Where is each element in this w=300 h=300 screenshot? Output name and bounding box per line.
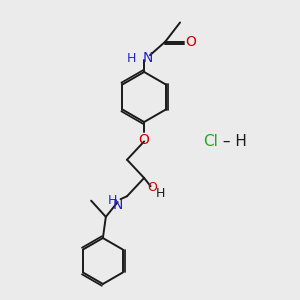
Text: O: O (139, 133, 149, 147)
Text: N: N (142, 51, 153, 65)
Text: – H: – H (218, 134, 247, 149)
Text: H: H (127, 52, 136, 64)
Text: O: O (148, 181, 158, 194)
Text: H: H (156, 188, 165, 200)
Text: Cl: Cl (203, 134, 218, 149)
Text: N: N (113, 198, 124, 212)
Text: O: O (185, 34, 196, 49)
Text: H: H (108, 194, 117, 207)
